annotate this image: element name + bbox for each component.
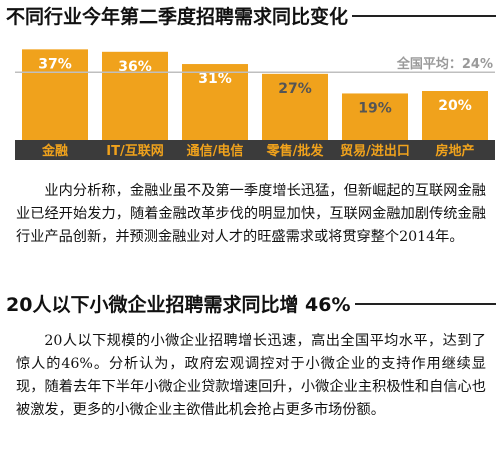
bar-value-label: 19%: [358, 100, 392, 116]
section-title: 20人以下小微企业招聘需求同比增 46%: [6, 290, 496, 317]
category-label: 房地产: [435, 143, 474, 159]
smb-paragraph: 20人以下规模的小微企业招聘增长迅速，高出全国平均水平，达到了惊人的46%。分析…: [16, 333, 486, 418]
bar: [22, 49, 88, 140]
category-label: 贸易/进出口: [340, 143, 410, 159]
bar: [262, 73, 328, 140]
category-band: [15, 140, 495, 160]
bar-value-label: 31%: [198, 71, 232, 87]
chart-title-text: 不同行业今年第二季度招聘需求同比变化: [6, 6, 349, 28]
analysis-paragraph: 业内分析称，金融业虽不及第一季度增长迅猛，但新崛起的互联网金融业已经开始发力，随…: [16, 183, 486, 245]
national-average-label: 全国平均：24%: [396, 56, 493, 72]
bar-value-label: 37%: [38, 56, 72, 72]
category-label: IT/互联网: [106, 144, 163, 159]
category-label: 金融: [41, 143, 68, 159]
bar-chart: 37% 金融 36% IT/互联网 31% 通信/电信 27% 零售/批发 19% 贸易/进出口 2…: [15, 49, 495, 160]
bar: [422, 91, 488, 140]
section-title-rule: [354, 302, 496, 305]
category-label: 零售/批发: [266, 143, 325, 159]
chart-title: 不同行业今年第二季度招聘需求同比变化: [6, 2, 496, 29]
bar: [342, 93, 408, 140]
category-label: 通信/电信: [187, 143, 244, 159]
bar-value-label: 20%: [438, 98, 472, 114]
bar: [182, 64, 248, 140]
bar-value-label: 36%: [118, 59, 152, 75]
bar: [102, 51, 168, 140]
section-title-text: 20人以下小微企业招聘需求同比增 46%: [6, 294, 351, 316]
title-rule: [352, 14, 496, 17]
bar-value-label: 27%: [278, 81, 312, 97]
